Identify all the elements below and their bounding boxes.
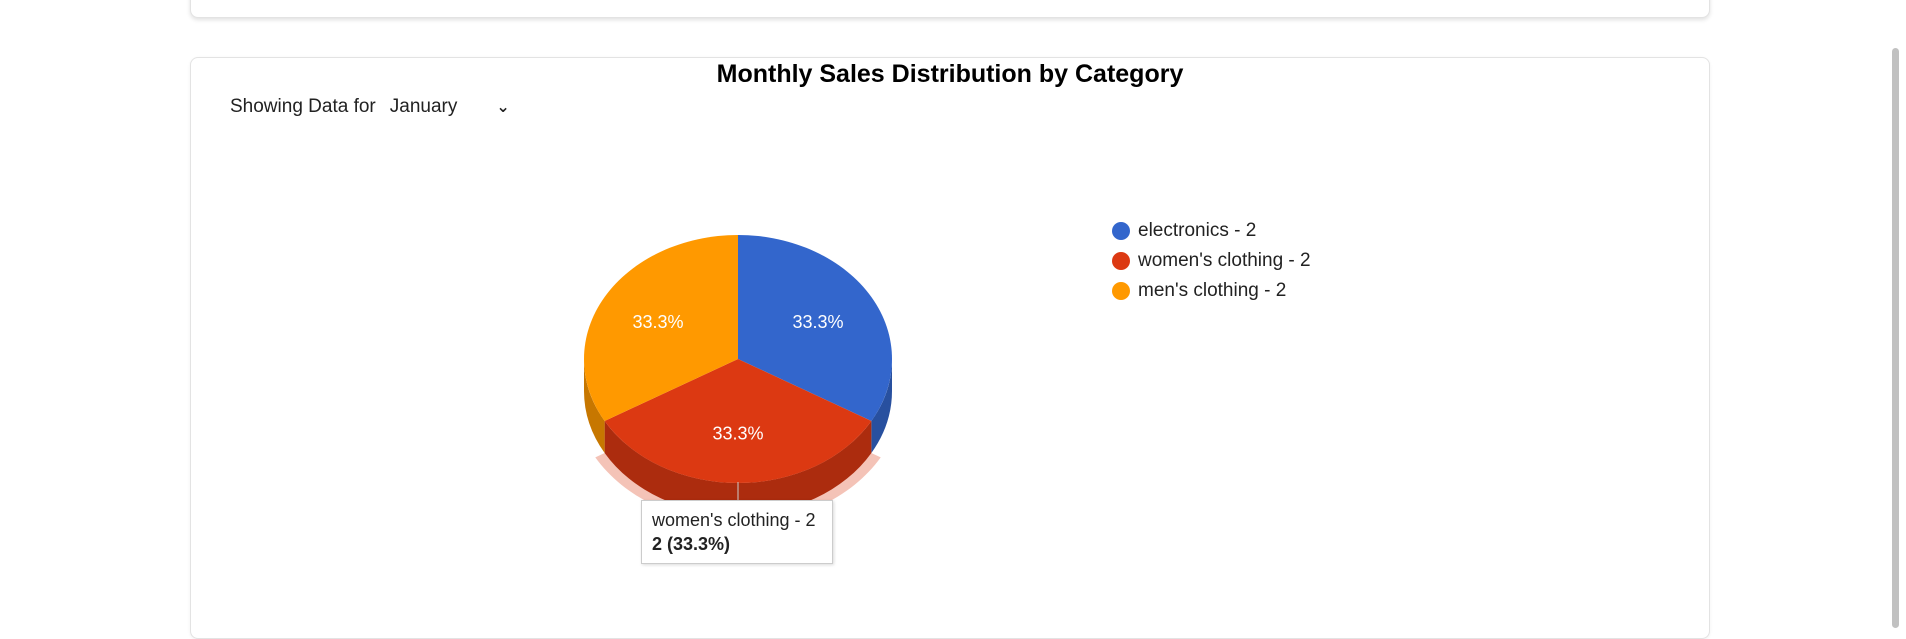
legend-item-electronics[interactable]: electronics - 2 <box>1112 216 1311 246</box>
scrollbar-thumb[interactable] <box>1892 48 1899 628</box>
slice-percent-label-0: 33.3% <box>792 312 843 332</box>
slice-percent-label-1: 33.3% <box>712 423 763 443</box>
slice-0 <box>738 235 892 421</box>
chevron-down-icon: ⌄ <box>496 99 510 116</box>
legend-label: women's clothing - 2 <box>1138 250 1311 271</box>
month-select-value: January <box>389 96 458 117</box>
legend-label: electronics - 2 <box>1138 220 1257 241</box>
tooltip-label: women's clothing - 2 <box>652 510 816 530</box>
legend-item-mens-clothing[interactable]: men's clothing - 2 <box>1112 276 1311 306</box>
legend-swatch <box>1112 282 1130 300</box>
legend-item-womens-clothing[interactable]: women's clothing - 2 <box>1112 246 1311 276</box>
pie-chart: 33.3% 33.3% 33.3% <box>584 235 892 524</box>
chart-legend: electronics - 2 women's clothing - 2 men… <box>1112 216 1311 306</box>
slice-2 <box>584 235 738 421</box>
previous-card <box>190 0 1710 18</box>
slice-tooltip: women's clothing - 2 2 (33.3%) <box>641 500 833 564</box>
slice-side-2 <box>584 359 605 453</box>
filter-label: Showing Data for <box>230 96 376 117</box>
month-filter: Showing Data for January ⌄ <box>230 96 510 118</box>
slice-percent-label-2: 33.3% <box>632 312 683 332</box>
slice-side-0 <box>871 359 892 453</box>
tooltip-value: 2 (33.3%) <box>652 534 731 554</box>
chart-title: Monthly Sales Distribution by Category <box>716 60 1184 88</box>
chart-card <box>190 57 1710 639</box>
legend-swatch <box>1112 252 1130 270</box>
legend-swatch <box>1112 222 1130 240</box>
legend-label: men's clothing - 2 <box>1138 280 1287 301</box>
slice-side-1 <box>604 421 872 515</box>
scrollbar[interactable] <box>1884 0 1906 628</box>
month-select[interactable]: January ⌄ <box>390 96 510 118</box>
